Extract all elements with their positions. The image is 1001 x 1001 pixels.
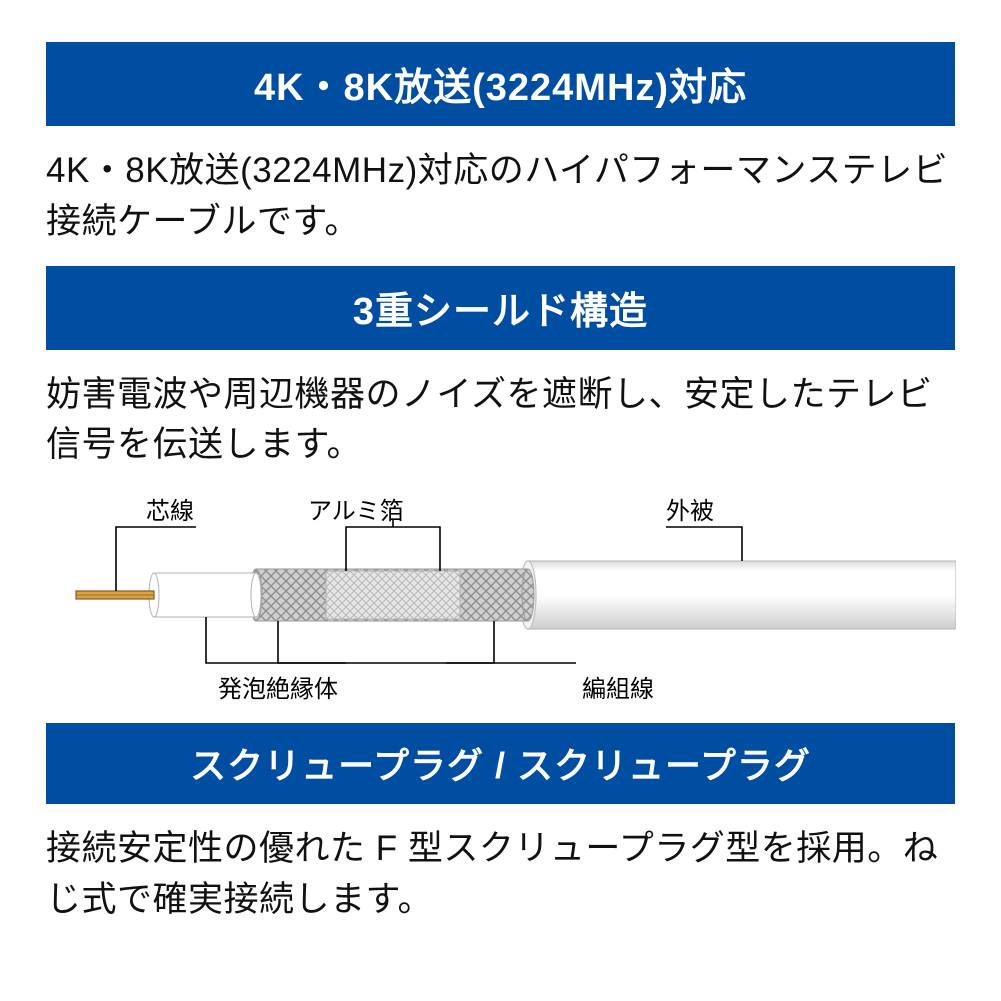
desc-4k8k: 4K・8K放送(3224MHz)対応のハイパフォーマンステレビ接続ケーブルです。 bbox=[46, 146, 955, 248]
desc-shield: 妨害電波や周辺機器のノイズを遮断し、安定したテレビ信号を伝送します。 bbox=[46, 370, 955, 472]
label-braid: 編組線 bbox=[582, 669, 654, 704]
desc-plug: 接続安定性の優れた F 型スクリュープラグ型を採用。ねじ式で確実接続します。 bbox=[46, 824, 955, 926]
cable-diagram: 芯線 アルミ箔 外被 発泡絶縁体 編組線 bbox=[46, 491, 956, 701]
banner-4k8k: 4K・8K放送(3224MHz)対応 bbox=[46, 42, 955, 126]
banner-plug: スクリュープラグ / スクリュープラグ bbox=[46, 723, 955, 804]
label-foam: 発泡絶縁体 bbox=[218, 669, 338, 704]
banner-shield: 3重シールド構造 bbox=[46, 266, 955, 350]
label-core: 芯線 bbox=[146, 491, 194, 526]
label-jacket: 外被 bbox=[666, 491, 714, 526]
label-foil: アルミ箔 bbox=[308, 491, 404, 526]
